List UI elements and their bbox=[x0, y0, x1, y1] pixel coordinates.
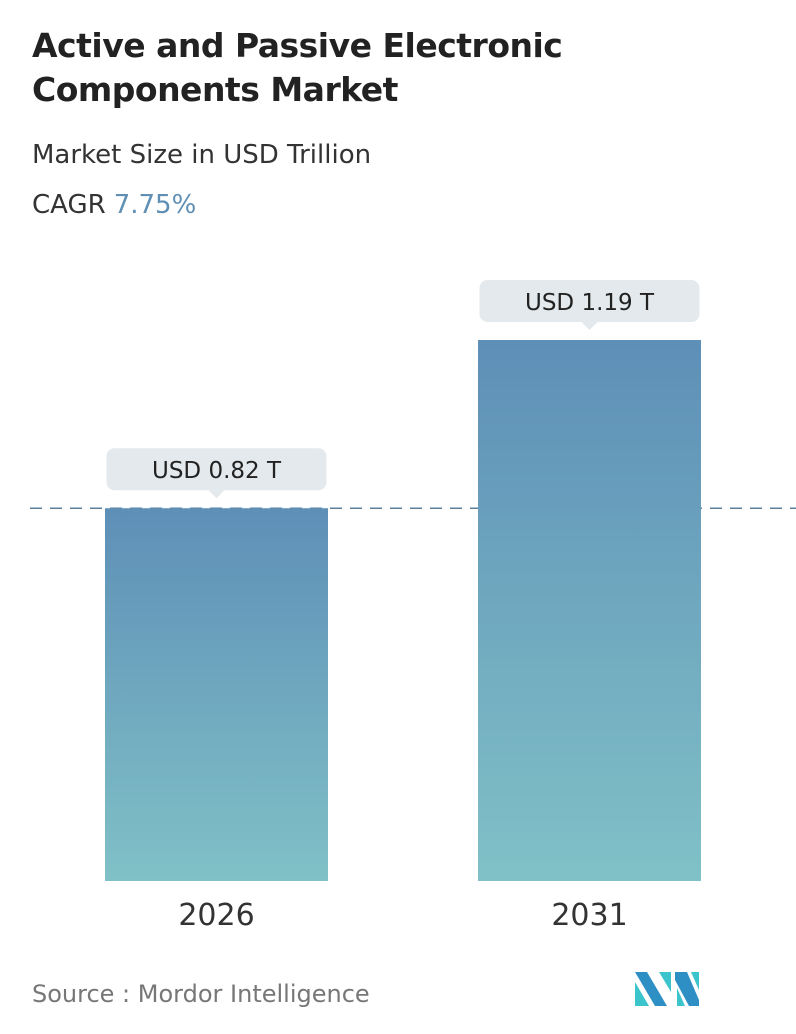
mordor-logo-icon bbox=[635, 972, 699, 1006]
cagr-label: CAGR bbox=[32, 190, 106, 220]
bar-2026 bbox=[105, 508, 328, 881]
bar-2031 bbox=[478, 340, 701, 881]
x-tick-label: 2026 bbox=[178, 898, 254, 933]
data-label-bg bbox=[106, 448, 327, 491]
chart-title: Active and Passive Electronic Components… bbox=[32, 26, 563, 109]
x-tick-label: 2031 bbox=[551, 898, 627, 933]
cagr-value: 7.75% bbox=[113, 190, 197, 220]
data-label-pointer bbox=[581, 322, 598, 330]
data-label: USD 1.19 T bbox=[525, 290, 655, 316]
data-label: USD 0.82 T bbox=[152, 458, 282, 484]
data-label-pointer bbox=[208, 490, 225, 499]
data-label-bg bbox=[479, 280, 700, 322]
cagr: CAGR 7.75% bbox=[32, 190, 196, 220]
chart-subtitle: Market Size in USD Trillion bbox=[32, 140, 372, 170]
source-text: Source : Mordor Intelligence bbox=[32, 980, 370, 1008]
bar-chart: USD 0.82 T 2026 USD 1.19 T 2031 bbox=[30, 280, 796, 933]
